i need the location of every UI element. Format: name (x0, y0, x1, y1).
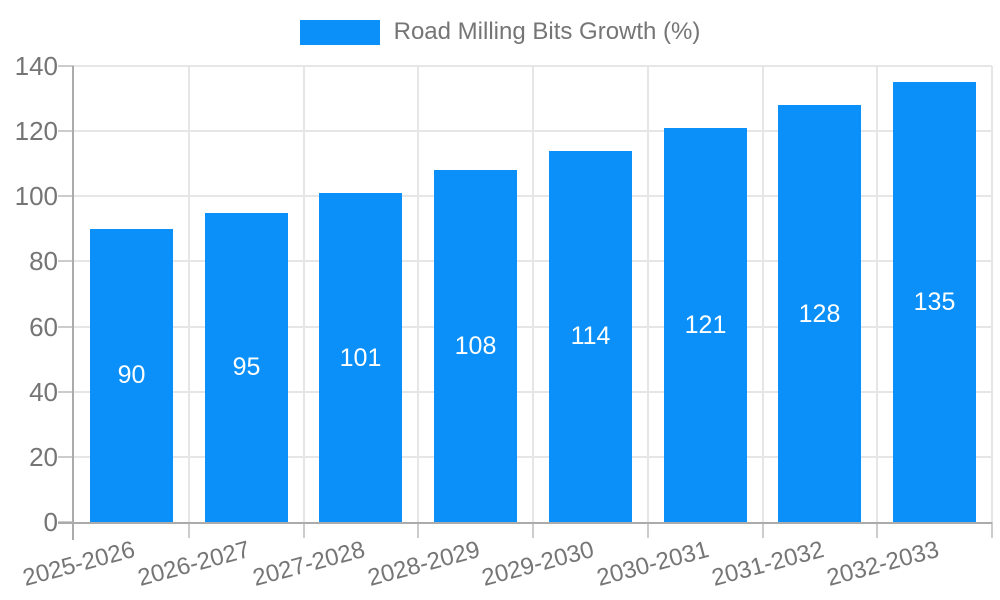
x-axis-tick (876, 522, 878, 538)
bar[interactable] (205, 213, 288, 522)
bar[interactable] (664, 128, 747, 522)
legend-color-swatch (299, 19, 380, 45)
x-axis-tick (532, 522, 534, 538)
bar[interactable] (778, 105, 861, 522)
bar-value-label: 90 (117, 361, 146, 389)
bar[interactable] (319, 193, 402, 522)
legend-label: Road Milling Bits Growth (%) (393, 18, 701, 45)
x-axis-label: 2028-2029 (365, 536, 483, 592)
bar[interactable] (549, 151, 632, 522)
y-axis-tick (58, 456, 74, 458)
x-axis-label: 2031-2032 (709, 536, 827, 592)
x-axis-label: 2030-2031 (594, 536, 712, 592)
x-axis-tick (762, 522, 764, 538)
y-axis-label: 20 (29, 442, 58, 472)
bar-value-label: 101 (339, 344, 382, 372)
y-axis-tick (58, 130, 74, 132)
bar[interactable] (893, 82, 976, 522)
bar-value-label: 108 (454, 332, 497, 360)
bar[interactable] (90, 229, 173, 522)
y-axis-label: 80 (29, 246, 58, 276)
y-axis-line (72, 66, 74, 540)
x-gridline (532, 66, 534, 522)
bar-value-label: 114 (570, 322, 611, 350)
x-gridline (876, 66, 878, 522)
y-axis-label: 140 (14, 51, 58, 81)
x-gridline (188, 66, 190, 522)
x-axis-tick (188, 522, 190, 538)
x-axis-label: 2029-2030 (479, 536, 597, 592)
x-axis-tick (303, 522, 305, 538)
x-axis-tick (647, 522, 649, 538)
y-axis-tick (58, 260, 74, 262)
bar-value-label: 121 (684, 311, 727, 339)
x-gridline (303, 66, 305, 522)
x-gridline (991, 66, 993, 522)
y-axis-tick (58, 195, 74, 197)
bar[interactable] (434, 170, 517, 522)
y-axis-label: 40 (29, 377, 58, 407)
x-gridline (417, 66, 419, 522)
bar-value-label: 95 (232, 353, 261, 381)
y-axis-label: 0 (43, 507, 58, 537)
x-gridline (762, 66, 764, 522)
y-axis-label: 60 (29, 312, 58, 342)
bar-value-label: 128 (798, 300, 841, 328)
chart-legend: Road Milling Bits Growth (%) (0, 18, 1000, 46)
y-axis-tick (58, 326, 74, 328)
y-axis-tick (58, 391, 74, 393)
y-axis-tick (58, 65, 74, 67)
bar-value-label: 135 (913, 288, 956, 316)
x-axis-label: 2026-2027 (135, 536, 253, 592)
x-axis-label: 2027-2028 (250, 536, 368, 592)
x-axis-baseline (58, 522, 992, 524)
x-axis-tick (991, 522, 993, 538)
x-axis-label: 2025-2026 (20, 536, 138, 592)
x-gridline (647, 66, 649, 522)
y-axis-label: 120 (14, 116, 58, 146)
x-axis-tick (417, 522, 419, 538)
y-axis-label: 100 (14, 181, 58, 211)
x-axis-label: 2032-2033 (824, 536, 942, 592)
